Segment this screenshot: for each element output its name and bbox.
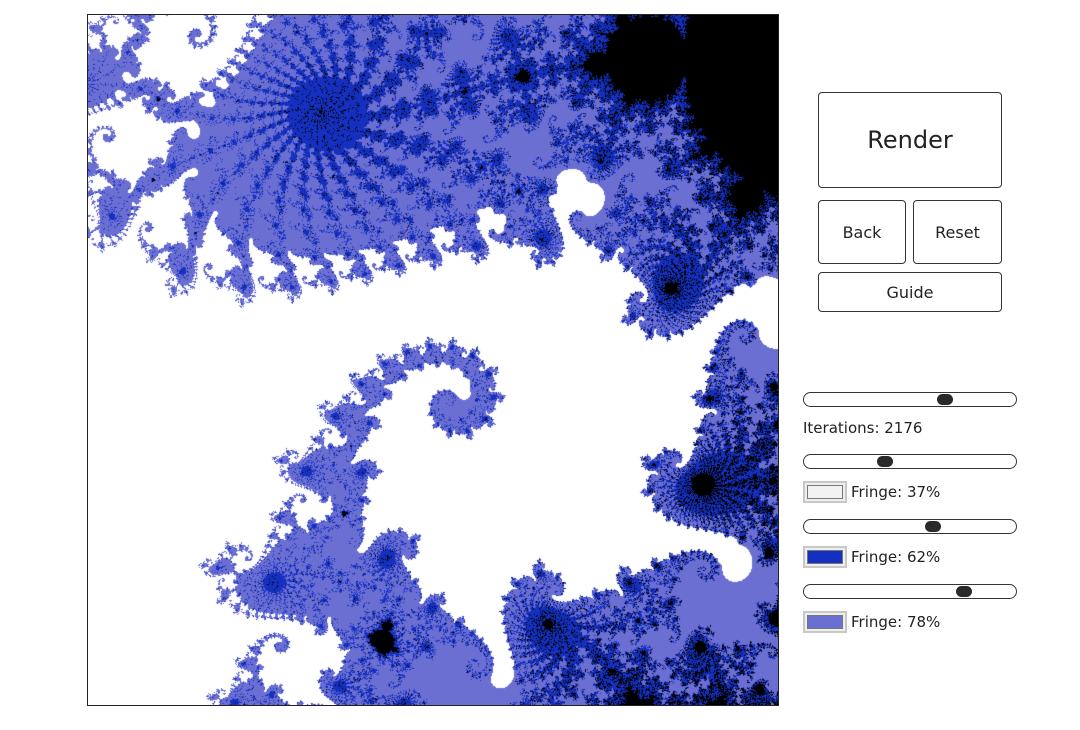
fringe-3-label: Fringe: 78% bbox=[851, 613, 941, 631]
fringe-1-slider[interactable] bbox=[803, 454, 1017, 469]
fringe-1-color-fill bbox=[807, 485, 843, 499]
fringe-1-slider-thumb[interactable] bbox=[877, 456, 894, 467]
render-button[interactable]: Render bbox=[818, 92, 1002, 188]
reset-button-label: Reset bbox=[935, 222, 980, 242]
render-button-label: Render bbox=[867, 126, 953, 154]
fractal-canvas[interactable] bbox=[88, 15, 778, 705]
fringe-3-color-fill bbox=[807, 615, 843, 629]
fringe-3-slider[interactable] bbox=[803, 584, 1017, 599]
fringe-2-slider[interactable] bbox=[803, 519, 1017, 534]
fringe-3-color-picker[interactable] bbox=[803, 611, 847, 633]
iterations-slider[interactable] bbox=[803, 392, 1017, 407]
guide-button-label: Guide bbox=[886, 282, 934, 302]
fringe-2-color-picker[interactable] bbox=[803, 546, 847, 568]
back-button[interactable]: Back bbox=[818, 200, 906, 264]
fringe-3-slider-thumb[interactable] bbox=[955, 586, 972, 597]
fringe-1-label: Fringe: 37% bbox=[851, 483, 941, 501]
back-button-label: Back bbox=[842, 222, 882, 242]
guide-button[interactable]: Guide bbox=[818, 272, 1002, 312]
fractal-view[interactable] bbox=[87, 14, 779, 706]
reset-button[interactable]: Reset bbox=[913, 200, 1002, 264]
fringe-2-slider-thumb[interactable] bbox=[925, 521, 942, 532]
fringe-1-color-picker[interactable] bbox=[803, 481, 847, 503]
iterations-label: Iterations: 2176 bbox=[803, 419, 923, 437]
fringe-2-label: Fringe: 62% bbox=[851, 548, 941, 566]
fringe-2-color-fill bbox=[807, 550, 843, 564]
iterations-slider-thumb[interactable] bbox=[936, 394, 953, 405]
